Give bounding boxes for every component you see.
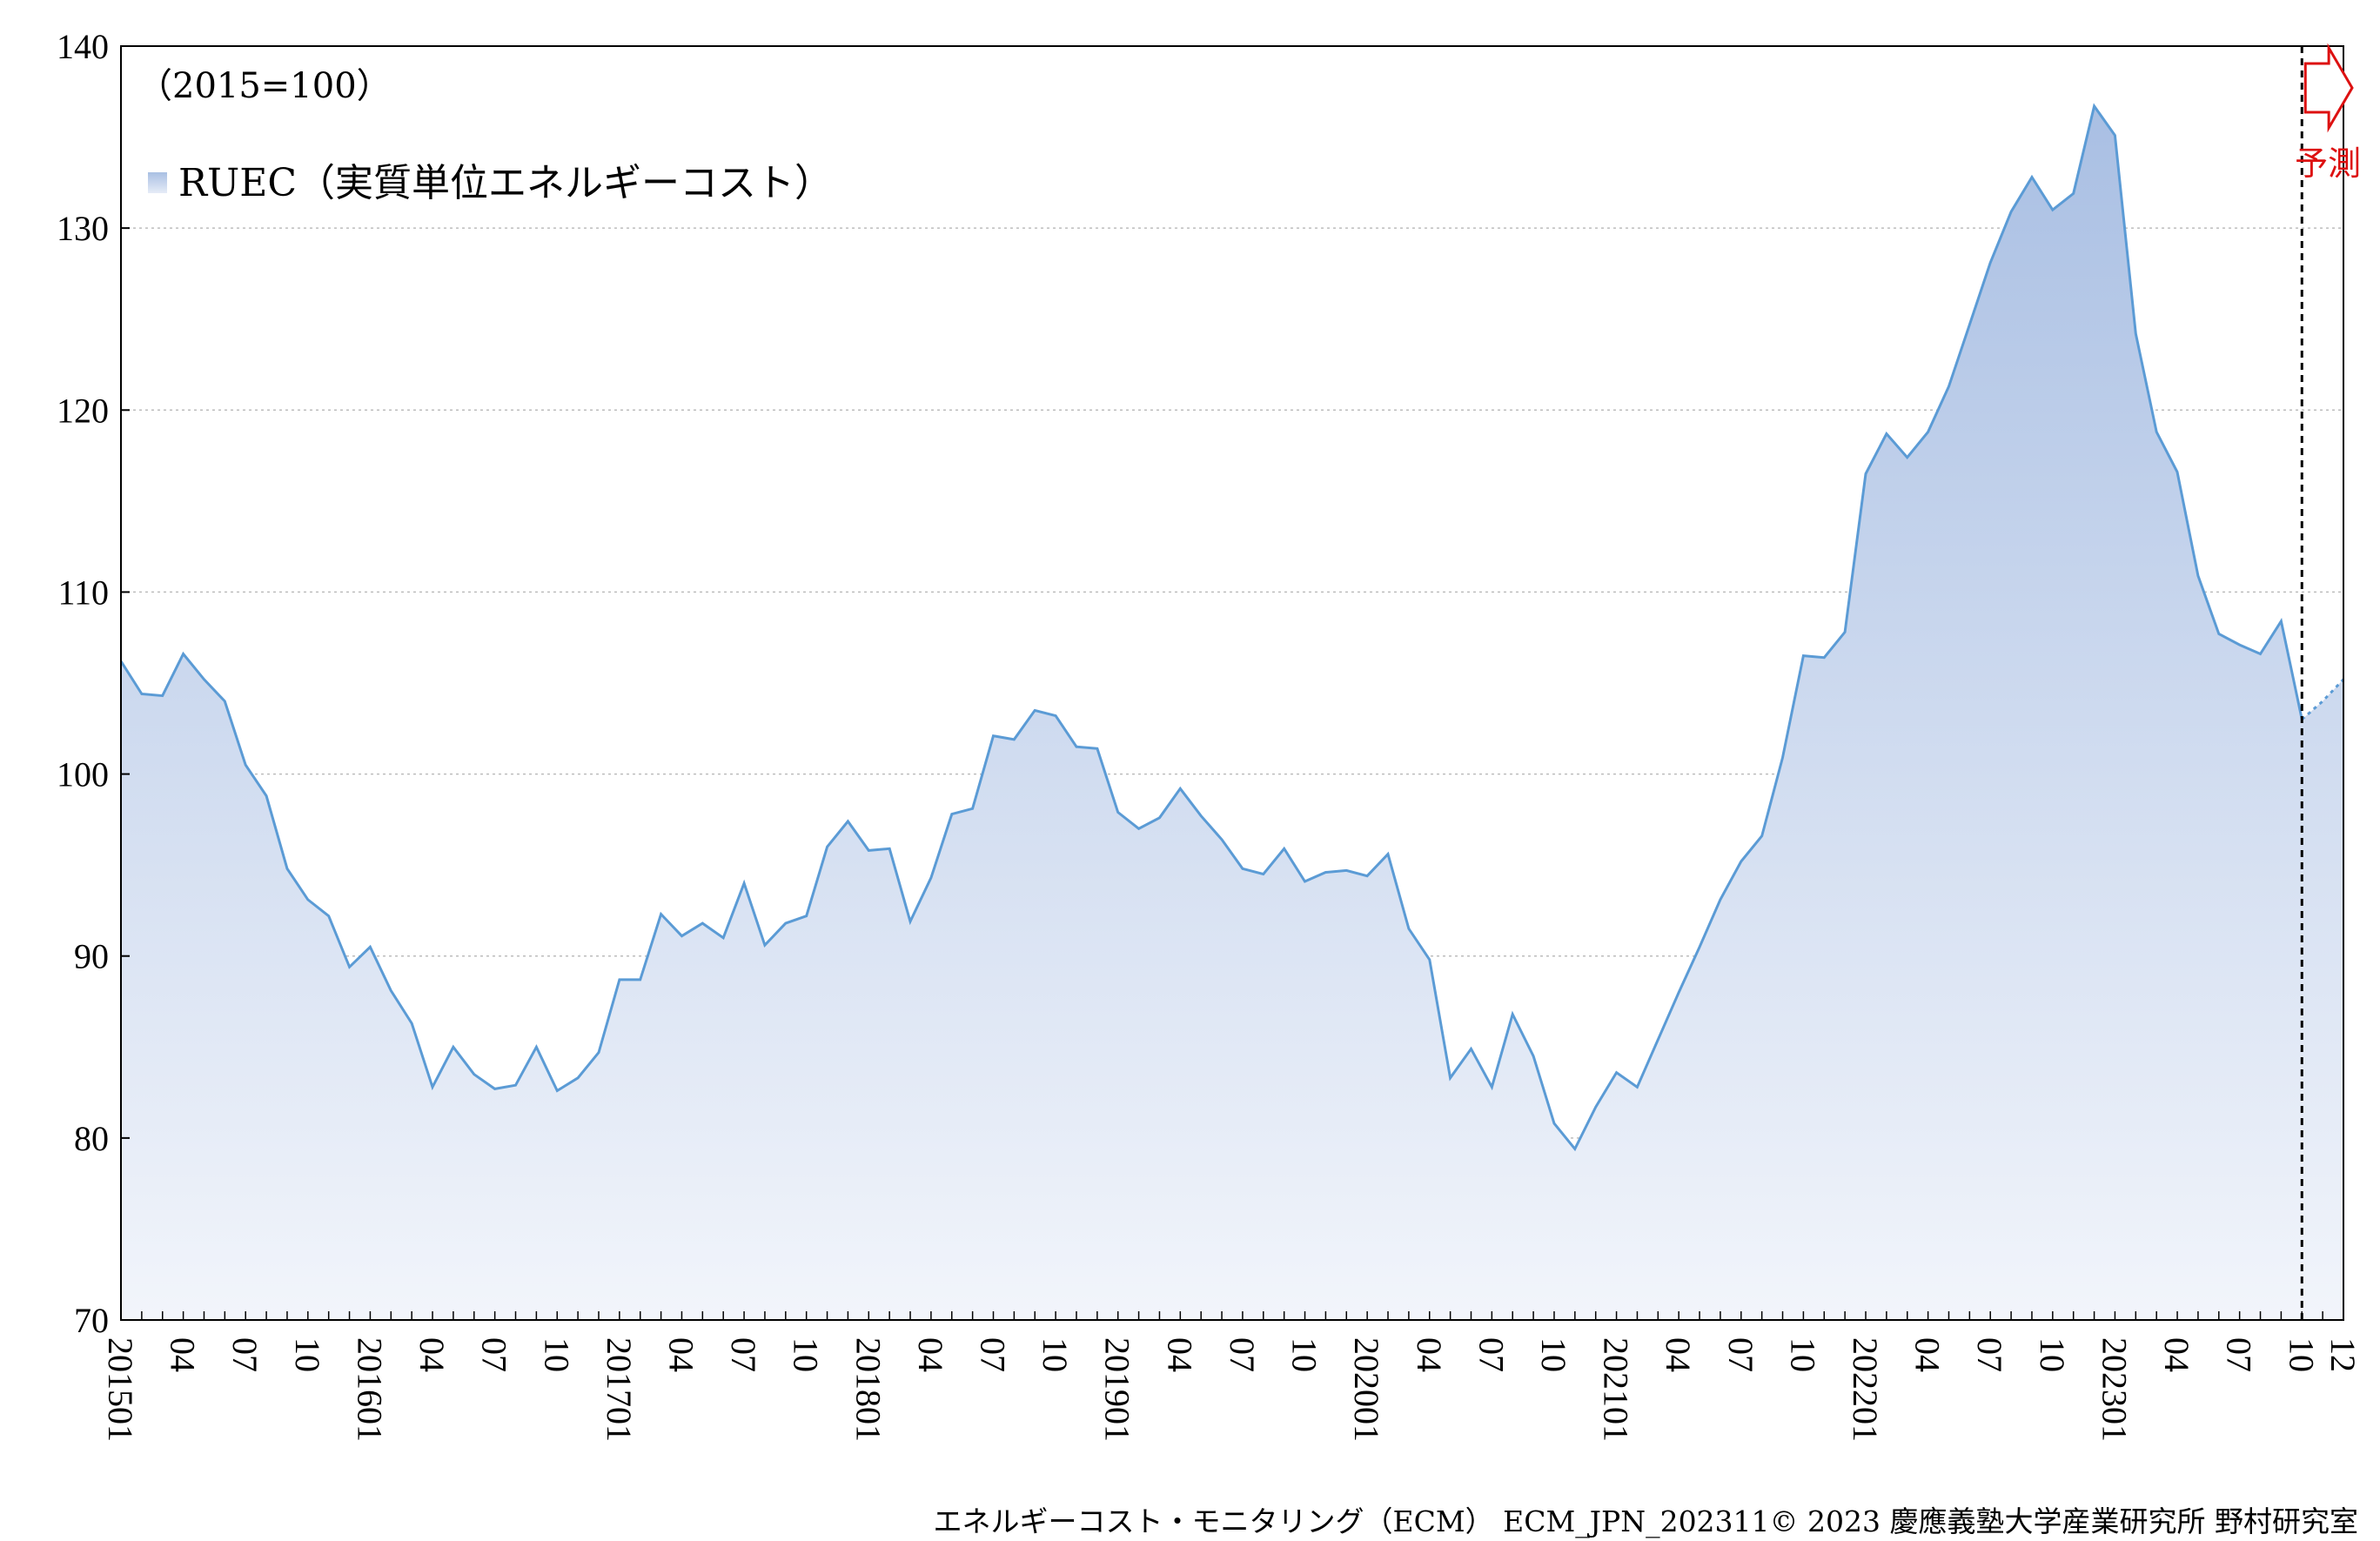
x-tick-label: 201901 [1098,1337,1137,1442]
x-tick-label: 07 [1721,1337,1760,1372]
forecast-arrow-icon [2303,43,2354,133]
x-tick-label: 202301 [2095,1337,2134,1442]
x-tick-label: 202001 [1347,1337,1386,1442]
x-tick-label: 10 [1534,1337,1573,1372]
x-tick-label: 07 [974,1337,1013,1372]
y-tick-label: 120 [57,391,109,430]
x-axis: 201501 04 07 10 201601 04 07 10 201701 04 07 10 2018… [101,1311,2363,1442]
x-tick-label: 04 [1160,1337,1199,1372]
x-tick-label: 10 [537,1337,576,1372]
legend-swatch [148,172,167,193]
y-tick-label: 110 [57,573,109,612]
plot-frame [120,45,2344,1321]
x-tick-label: 201801 [848,1337,888,1442]
x-tick-label: 10 [787,1337,826,1372]
x-tick-label: 04 [1410,1337,1449,1372]
x-tick-label: 07 [225,1337,265,1372]
x-tick-label: 07 [1970,1337,2009,1372]
x-tick-label: 04 [2157,1337,2196,1372]
x-tick-label: 202101 [1597,1337,1636,1442]
x-tick-label: 10 [1036,1337,1075,1372]
ruec-series-line [119,103,2303,1152]
y-axis: 70 80 90 100 110 120 130 140 [57,27,130,1340]
x-tick-label: 202201 [1846,1337,1885,1442]
y-tick-label: 90 [74,937,109,976]
x-tick-label: 04 [412,1337,452,1372]
x-tick-label: 201501 [101,1337,140,1442]
x-tick-label: 10 [288,1337,327,1372]
x-tick-label: 04 [1659,1337,1698,1372]
x-tick-label: 07 [724,1337,763,1372]
x-tick-label: 10 [2282,1337,2321,1372]
x-tick-label: 201701 [600,1337,639,1442]
x-tick-label: 04 [661,1337,701,1372]
base-year-note: （2015=100） [137,66,392,106]
x-tick-label: 12 [2323,1337,2363,1372]
forecast-series-line [2301,678,2345,720]
y-tick-label: 70 [74,1301,109,1340]
x-tick-label: 04 [164,1337,203,1372]
x-tick-label: 201601 [350,1337,389,1442]
x-tick-label: 07 [1223,1337,1262,1372]
y-tick-label: 100 [57,755,109,794]
y-tick-label: 80 [74,1119,109,1158]
x-tick-label: 04 [911,1337,950,1372]
legend-label: RUEC（実質単位エネルギーコスト） [178,161,833,205]
x-tick-label: 07 [475,1337,514,1372]
x-tick-label: 04 [1908,1337,1948,1372]
y-tick-label: 130 [57,209,109,248]
ruec-area-fill [121,106,2343,1320]
x-tick-label: 07 [1472,1337,1511,1372]
y-tick-label: 140 [57,27,109,66]
forecast-label: 予測 [2295,144,2361,183]
x-tick-label: 10 [1285,1337,1324,1372]
credit-line: エネルギーコスト・モニタリング（ECM） ECM_JPN_202311© 202… [934,1504,2358,1539]
x-tick-label: 07 [2220,1337,2259,1372]
x-tick-label: 10 [2033,1337,2072,1372]
x-tick-label: 10 [1783,1337,1822,1372]
